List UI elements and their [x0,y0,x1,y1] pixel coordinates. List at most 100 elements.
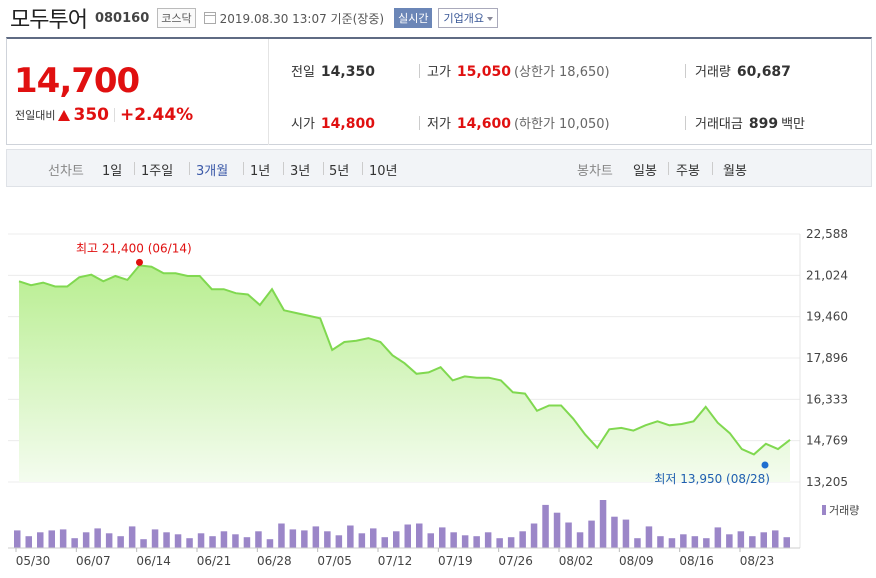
open-value: 14,800 [320,116,375,132]
high-value: 15,050 [456,64,511,80]
volume-bar [703,538,710,548]
change-label: 전일대비 [15,109,56,122]
volume-bar [450,532,457,548]
candle-weekly[interactable]: 주봉 [676,164,700,179]
day-low: 저가 14,600 (하한가 10,050) [427,113,610,132]
period-3m[interactable]: 3개월 [196,164,229,179]
volume-bar [507,537,515,548]
volume-bar [645,526,653,548]
volume-bar [209,536,216,548]
volume-bar [174,534,182,548]
volume-bar [324,531,331,548]
price-change: 전일대비 350 +2.44% [15,105,193,125]
chevron-down-icon [486,17,493,21]
volume-bar [622,519,630,548]
candle-chart-label: 봉차트 [577,164,613,179]
candle-daily[interactable]: 일봉 [633,164,657,179]
volume-bar [634,538,641,548]
volume-bar [657,536,664,548]
volume-bar [473,536,480,548]
volume-bar [25,536,32,548]
divider [685,116,686,130]
volume-bar [553,512,561,548]
period-3y[interactable]: 3년 [290,164,311,179]
period-1y[interactable]: 1년 [250,164,271,179]
period-5y[interactable]: 5년 [329,164,350,179]
current-price: 14,700 [14,61,140,101]
volume-bar [427,533,434,548]
volume-legend-swatch [822,505,826,515]
volume-bar [140,539,147,548]
candle-monthly[interactable]: 월봉 [723,164,747,179]
realtime-button[interactable]: 실시간 [394,8,433,28]
volume-bar [668,538,676,548]
period-1w[interactable]: 1주일 [141,164,174,179]
upper-limit: (상한가 18,650) [513,65,610,80]
x-tick-label: 07/26 [498,554,533,568]
volume-bar [301,530,308,548]
y-tick-label: 13,205 [806,475,848,489]
volume-bar [461,535,469,548]
volume-bar [393,531,400,548]
low-marker [761,461,769,469]
x-tick-label: 07/12 [378,554,413,568]
volume-bar [783,537,790,548]
price-area [19,265,790,482]
open-price: 시가 14,800 [291,113,375,132]
volume-bar [772,530,779,548]
divider [362,162,363,175]
divider [419,64,420,78]
volume-bar [71,538,78,548]
x-tick-label: 07/05 [317,554,352,568]
change-amount: 350 [73,105,109,125]
divider [243,162,244,175]
volume-bar [588,520,595,548]
x-axis: 05/30 06/07 06/14 06/21 06/28 07/05 07/12 07/19… [15,548,775,568]
volume-bar [243,537,251,548]
volume-bar [186,538,193,548]
quote-datetime: 2019.08.30 13:07 기준(장중) [219,11,385,26]
volume-bar [117,536,124,548]
volume-bar [105,533,113,548]
volume-bar [151,529,159,548]
period-10y[interactable]: 10년 [369,164,398,179]
up-triangle-icon [58,109,71,121]
amount-value: 899 [748,116,779,132]
period-1d[interactable]: 1일 [102,164,123,179]
corp-info-label: 기업개요 [443,12,484,25]
volume-bar [220,531,228,548]
corp-info-dropdown[interactable]: 기업개요 [438,8,498,28]
volume-bar [312,526,320,548]
low-value: 14,600 [456,116,511,132]
volume-bar [255,531,262,548]
divider [189,162,190,175]
volume-bar [714,527,722,548]
volume-bar [14,530,21,548]
volume-bar [496,538,503,548]
volume-bar [439,527,446,548]
current-price-block: 14,700 전일대비 350 +2.44% [7,39,269,145]
volume-bar [416,523,423,548]
low-label: 저가 [427,117,451,132]
divider [712,162,713,175]
prev-close-label: 전일 [291,65,315,80]
volume-bar [197,533,205,548]
volume-bar [381,537,388,548]
volume-bar [530,523,538,548]
volume-bar [542,504,549,548]
volume-bar [599,500,607,548]
volume-bar [37,532,44,548]
volume-bar [128,526,136,548]
lower-limit: (하한가 10,050) [513,117,610,132]
line-chart-label: 선차트 [48,164,84,179]
y-axis: 22,588 21,024 19,460 17,896 16,333 14,769 13,2… [806,227,848,489]
x-tick-label: 08/23 [740,554,775,568]
price-chart[interactable]: 22,588 21,024 19,460 17,896 16,333 14,769 13,2… [0,218,876,578]
market-badge: 코스닥 [157,8,196,28]
volume-bars [8,500,800,549]
low-annotation: 최저 13,950 (08/28) [654,472,770,486]
prev-close: 전일 14,350 [291,61,375,80]
volume-label: 거래량 [695,65,731,80]
volume-bar [519,531,526,548]
day-high: 고가 15,050 (상한가 18,650) [427,61,610,80]
